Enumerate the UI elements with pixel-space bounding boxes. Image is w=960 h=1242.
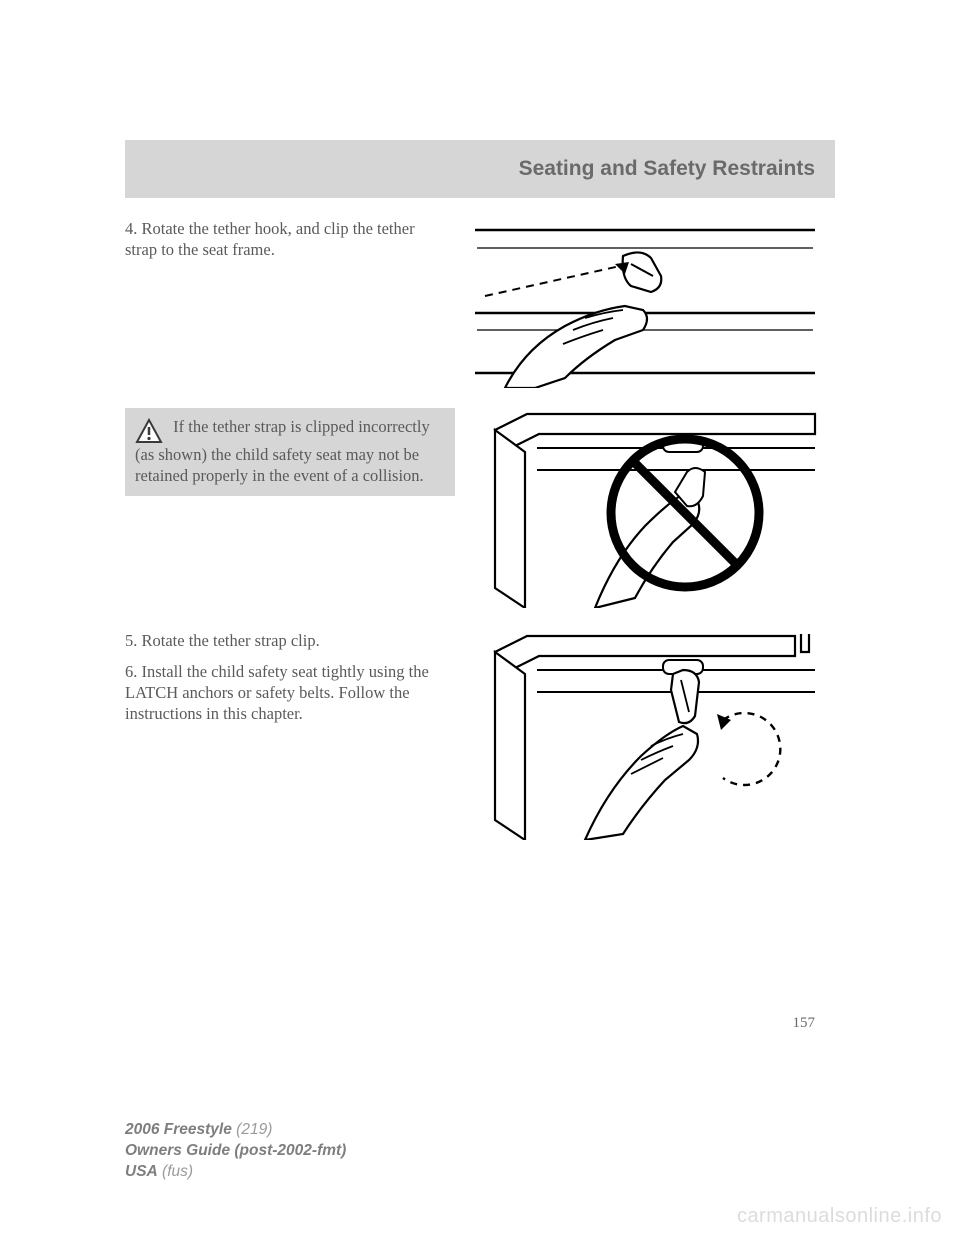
warning-icon: [135, 418, 163, 444]
step-5-figure: [455, 630, 835, 840]
page-number: 157: [793, 1015, 816, 1032]
rotate-clip-illustration: [465, 630, 825, 840]
tether-clip-illustration: [465, 218, 825, 388]
watermark: carmanualsonline.info: [737, 1205, 942, 1228]
step-5-6-row: 5. Rotate the tether strap clip. 6. Inst…: [125, 630, 835, 840]
warning-text: If the tether strap is clipped incorrect…: [135, 417, 430, 485]
footer-model: 2006 Freestyle: [125, 1121, 232, 1138]
footer-guide: Owners Guide (post-2002-fmt): [125, 1141, 346, 1162]
step-6-text: 6. Install the child safety seat tightly…: [125, 661, 443, 724]
warning-row: If the tether strap is clipped incorrect…: [125, 408, 835, 608]
footer-region-code: (fus): [162, 1163, 193, 1180]
footer: 2006 Freestyle (219) Owners Guide (post-…: [125, 1120, 346, 1183]
warning-figure: [455, 408, 835, 608]
step-4-text: 4. Rotate the tether hook, and clip the …: [125, 218, 443, 260]
content-area: 4. Rotate the tether hook, and clip the …: [125, 218, 835, 860]
page: Seating and Safety Restraints 4. Rotate …: [0, 0, 960, 1242]
step-4-text-col: 4. Rotate the tether hook, and clip the …: [125, 218, 455, 388]
incorrect-clip-illustration: [465, 408, 825, 608]
step-4-figure: [455, 218, 835, 388]
chapter-header: Seating and Safety Restraints: [125, 140, 835, 198]
footer-line-1: 2006 Freestyle (219): [125, 1120, 346, 1141]
step-4-row: 4. Rotate the tether hook, and clip the …: [125, 218, 835, 388]
warning-box: If the tether strap is clipped incorrect…: [125, 408, 455, 496]
step-5-text: 5. Rotate the tether strap clip.: [125, 630, 443, 651]
footer-line-3: USA (fus): [125, 1162, 346, 1183]
warning-text-col: If the tether strap is clipped incorrect…: [125, 408, 455, 608]
chapter-title: Seating and Safety Restraints: [519, 157, 815, 181]
footer-region: USA: [125, 1163, 158, 1180]
step-5-6-text-col: 5. Rotate the tether strap clip. 6. Inst…: [125, 630, 455, 840]
footer-code: (219): [236, 1121, 272, 1138]
